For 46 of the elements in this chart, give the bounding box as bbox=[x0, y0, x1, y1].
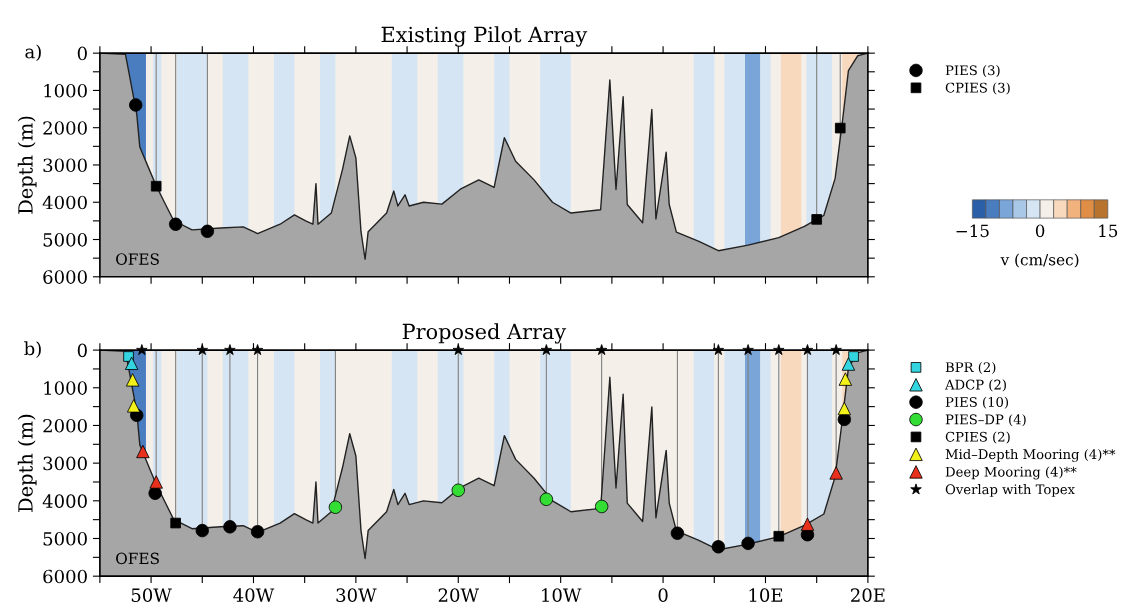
y-axis-title: Depth (m) bbox=[17, 116, 37, 214]
legend-label: Deep Mooring (4)** bbox=[945, 466, 1077, 480]
point bbox=[170, 517, 181, 529]
x-tick-label: 10W bbox=[542, 588, 582, 602]
y-tick-label: 2000 bbox=[43, 418, 87, 433]
y-tick-label: 1000 bbox=[44, 381, 87, 395]
x-tick-label: 40W bbox=[233, 588, 275, 602]
text: 15 bbox=[1099, 224, 1118, 238]
legend-label: ADCP (2) bbox=[944, 379, 1006, 392]
x-tick-label: 20E bbox=[851, 588, 885, 602]
legend-label: PIES (10) bbox=[945, 396, 1009, 409]
x-tick-label: 0 bbox=[658, 588, 668, 602]
y-tick-label: 4000 bbox=[42, 195, 87, 210]
legend-label: Mid–Depth Mooring (4)** bbox=[945, 448, 1116, 462]
y-axis-title: Depth (m) bbox=[17, 414, 37, 512]
y-tick-label: 2000 bbox=[43, 121, 87, 135]
x-tick-label: 50W bbox=[131, 588, 172, 602]
x-tick-label: 20W bbox=[438, 588, 479, 602]
legend-label: CPIES (3) bbox=[945, 82, 1010, 95]
chart-title: Existing Pilot Array bbox=[381, 26, 588, 47]
x-tick-label: 10E bbox=[749, 588, 783, 602]
y-tick-label: 0 bbox=[77, 46, 87, 61]
y-tick-label: 6000 bbox=[43, 569, 87, 584]
y-tick-label: 5000 bbox=[43, 232, 87, 247]
x-tick-label: 30W bbox=[336, 588, 377, 602]
y-tick-label: 3000 bbox=[43, 456, 87, 471]
y-tick-label: 1000 bbox=[44, 83, 87, 98]
legend-label: BPR (2) bbox=[945, 361, 996, 375]
y-tick-label: 0 bbox=[77, 343, 87, 358]
point bbox=[150, 180, 162, 192]
text: v (cm/sec) bbox=[1000, 253, 1079, 268]
legend-label: PIES–DP (4) bbox=[945, 414, 1026, 427]
legend-label: CPIES (2) bbox=[945, 431, 1010, 444]
y-tick-label: 6000 bbox=[43, 270, 87, 284]
text: b) bbox=[24, 341, 41, 358]
text: −15 bbox=[956, 224, 989, 238]
legend-label: PIES (3) bbox=[945, 65, 1000, 78]
text: a) bbox=[25, 44, 41, 61]
legend-label: Overlap with Topex bbox=[945, 484, 1075, 497]
y-tick-label: 4000 bbox=[42, 494, 87, 508]
annotation: OFES bbox=[116, 253, 159, 265]
text: 0 bbox=[1035, 224, 1045, 238]
y-tick-label: 5000 bbox=[43, 531, 87, 546]
y-tick-label: 3000 bbox=[43, 158, 87, 173]
chart-title: Proposed Array bbox=[402, 323, 567, 344]
annotation: OFES bbox=[116, 552, 159, 565]
